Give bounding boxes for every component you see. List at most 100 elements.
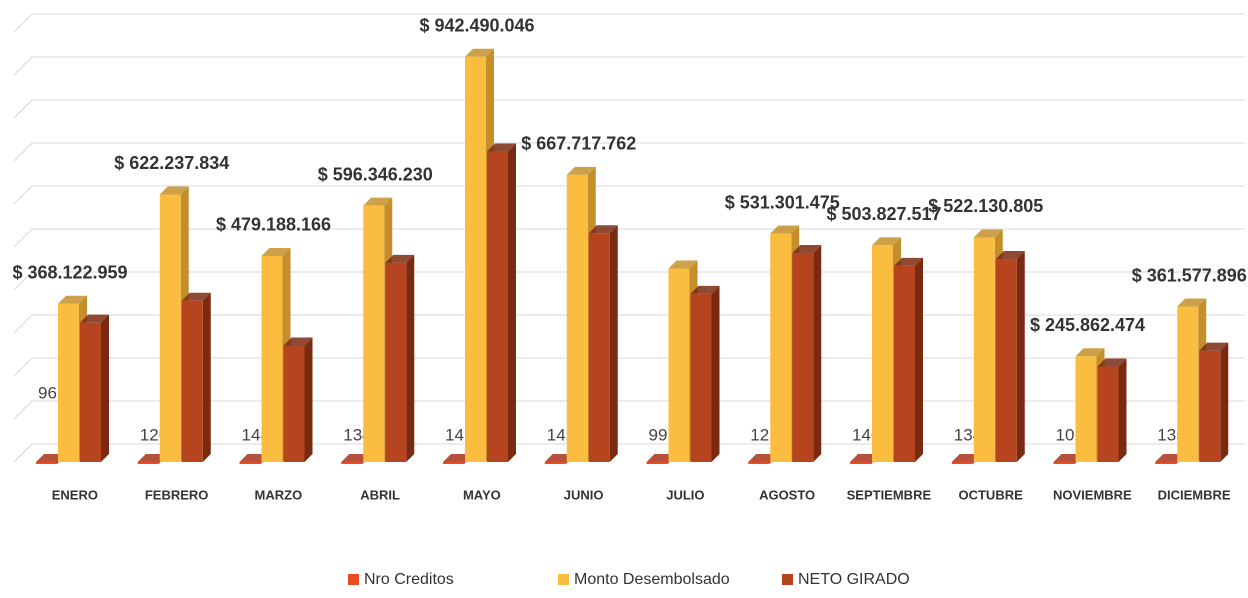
grid-line — [13, 271, 1245, 291]
data-label: $ 942.490.046 — [419, 15, 534, 35]
x-tick-label: DICIEMBRE — [1158, 487, 1231, 502]
legend-label: NETO GIRADO — [798, 571, 910, 588]
bar-face — [443, 453, 472, 462]
bar-face — [995, 251, 1025, 260]
bar-face — [385, 254, 415, 263]
bar-face — [508, 143, 516, 463]
bar-face — [1097, 358, 1127, 367]
bar-face — [443, 461, 464, 464]
x-tick-label: JULIO — [666, 487, 704, 502]
bar-face — [80, 322, 101, 462]
x-tick-label: AGOSTO — [759, 487, 815, 502]
x-tick-label: MARZO — [255, 487, 303, 502]
bar-face — [239, 461, 261, 464]
data-label: $ 596.346.230 — [318, 164, 433, 184]
grid-line — [13, 99, 1245, 119]
x-tick-label: SEPTIEMBRE — [847, 487, 932, 502]
bar-face — [465, 56, 486, 462]
bar-face — [1118, 358, 1127, 462]
bar-face — [894, 265, 915, 462]
bar-face — [363, 197, 393, 206]
x-tick-label: FEBRERO — [145, 487, 209, 502]
bar-face — [137, 461, 159, 464]
data-label: $ 622.237.834 — [114, 153, 229, 173]
bar-face — [668, 268, 690, 462]
bar-face — [159, 194, 181, 462]
bar-face — [1075, 356, 1097, 462]
bar-face — [995, 259, 1017, 462]
data-label: $ 667.717.762 — [521, 134, 636, 154]
bar-face — [1155, 453, 1185, 462]
bar-face — [58, 295, 87, 304]
bar-face — [690, 285, 720, 294]
bar-face — [1177, 306, 1199, 462]
grid-line — [13, 56, 1245, 76]
bar-face — [283, 337, 313, 346]
bar-face — [1016, 251, 1025, 462]
x-tick-label: MAYO — [463, 487, 501, 502]
bar-face — [566, 166, 596, 175]
bar-face — [770, 233, 792, 462]
bar — [995, 251, 1025, 462]
bar-face — [544, 461, 566, 464]
bar-face — [748, 461, 770, 464]
bar-face — [770, 225, 800, 234]
bar — [385, 254, 415, 462]
bar-face — [609, 225, 618, 462]
bar-face — [588, 225, 618, 234]
bar — [1097, 358, 1127, 462]
bar-face — [1053, 461, 1075, 464]
data-label: 96 — [38, 383, 57, 402]
bar-face — [341, 461, 363, 464]
x-tick-label: JUNIO — [564, 487, 604, 502]
bar-face — [1199, 350, 1221, 462]
bar-face — [544, 453, 574, 462]
bar-face — [792, 245, 822, 254]
bar-face — [36, 453, 65, 462]
grid-line — [13, 443, 1245, 463]
grid-line — [13, 400, 1245, 420]
bar-face — [261, 255, 283, 462]
bar-face — [181, 300, 203, 462]
grid-line — [13, 13, 1245, 33]
bar-face — [850, 461, 871, 464]
bar-face — [1177, 298, 1207, 307]
bar — [894, 257, 923, 462]
bar-face — [646, 453, 676, 462]
grid-line — [13, 314, 1245, 334]
legend-label: Monto Desembolsado — [574, 571, 730, 588]
bar-face — [1155, 461, 1177, 464]
bar-face — [101, 314, 109, 462]
data-label: $ 245.862.474 — [1030, 315, 1145, 335]
data-label: $ 522.130.805 — [928, 196, 1043, 216]
bar-face — [80, 314, 109, 323]
bar-face — [748, 453, 778, 462]
bar-face — [1097, 366, 1119, 462]
bar-face — [792, 253, 814, 462]
bar-face — [465, 48, 494, 57]
bar-face — [973, 237, 995, 462]
bar-face — [588, 233, 610, 462]
bar-face — [951, 453, 981, 462]
bar-face — [487, 143, 516, 152]
legend-swatch — [782, 574, 793, 585]
bar — [80, 314, 109, 462]
bar-face — [36, 461, 57, 464]
grid-line — [13, 228, 1245, 248]
grid-line — [13, 185, 1245, 205]
legend-swatch — [558, 574, 569, 585]
bar-face — [406, 254, 415, 462]
bar-face — [973, 229, 1003, 238]
x-tick-label: NOVIEMBRE — [1053, 487, 1132, 502]
bar — [792, 245, 822, 462]
data-label: $ 531.301.475 — [725, 192, 840, 212]
bar-face — [58, 303, 79, 462]
bar-face — [159, 186, 189, 195]
bar — [283, 337, 313, 462]
bar-face — [283, 345, 305, 462]
data-label: $ 479.188.166 — [216, 215, 331, 235]
bar-face — [487, 151, 508, 463]
bar-face — [915, 257, 923, 462]
bar-face — [137, 453, 167, 462]
